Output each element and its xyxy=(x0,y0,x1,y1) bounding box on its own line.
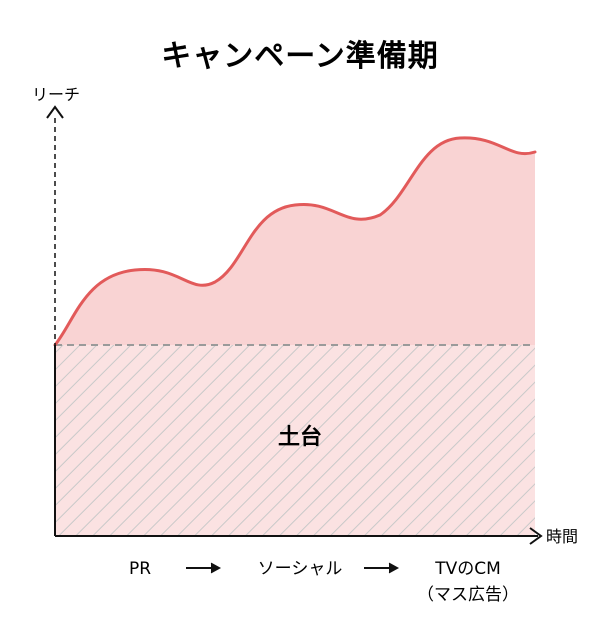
reach-curve xyxy=(53,136,537,347)
phase-arrow-1 xyxy=(186,562,222,574)
x-axis-arrowhead-icon xyxy=(529,527,543,545)
y-axis-label: リーチ xyxy=(32,85,80,104)
arrow-right-icon xyxy=(210,562,222,574)
phase-label-tvcm: TVのCM xyxy=(434,559,501,579)
phase-arrow-2 xyxy=(364,562,400,574)
phase-sublabel-tvcm: （マス広告） xyxy=(417,585,519,605)
reach-area-fill xyxy=(55,137,535,345)
phase-label-social: ソーシャル xyxy=(258,559,343,579)
y-axis-arrowhead-icon xyxy=(46,105,64,119)
arrow-right-icon xyxy=(388,562,400,574)
base-area xyxy=(55,345,535,535)
diagram-title: キャンペーン準備期 xyxy=(161,39,439,74)
x-axis-label: 時間 xyxy=(546,527,578,546)
base-area-label: 土台 xyxy=(278,424,322,450)
phase-label-pr: PR xyxy=(129,559,151,579)
